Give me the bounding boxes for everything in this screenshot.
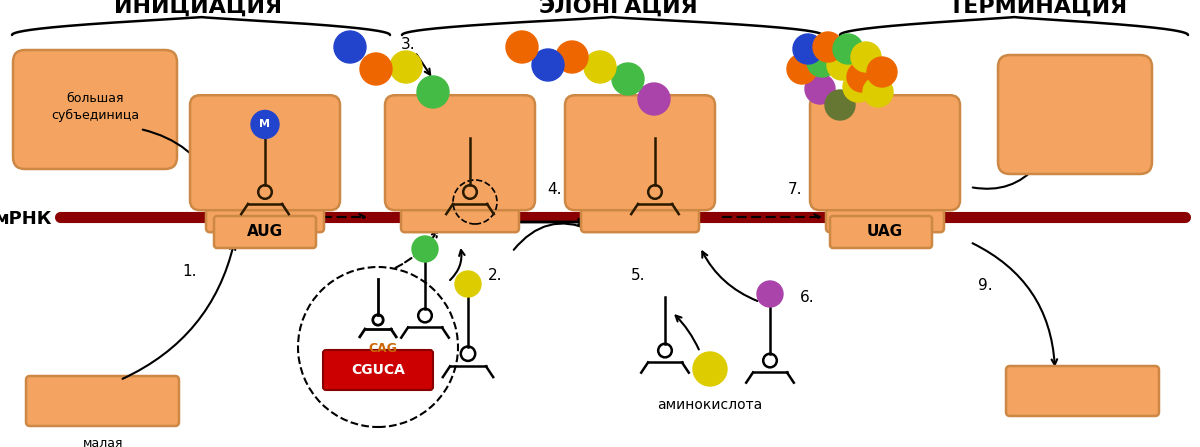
Circle shape — [787, 54, 817, 84]
Circle shape — [842, 72, 874, 102]
FancyBboxPatch shape — [826, 196, 944, 232]
FancyBboxPatch shape — [1006, 366, 1159, 416]
Circle shape — [757, 281, 784, 307]
FancyBboxPatch shape — [190, 95, 340, 210]
Circle shape — [360, 53, 392, 85]
Circle shape — [827, 50, 857, 80]
Circle shape — [814, 32, 842, 62]
FancyBboxPatch shape — [565, 95, 715, 210]
Circle shape — [851, 42, 881, 72]
Text: 3.: 3. — [401, 37, 415, 52]
FancyBboxPatch shape — [214, 216, 316, 248]
FancyBboxPatch shape — [323, 350, 433, 390]
Circle shape — [793, 34, 823, 64]
Circle shape — [808, 47, 838, 77]
Circle shape — [638, 83, 670, 115]
Text: малая
субъединица: малая субъединица — [59, 437, 148, 447]
FancyBboxPatch shape — [26, 376, 179, 426]
Text: тРНК: тРНК — [648, 220, 682, 233]
FancyBboxPatch shape — [206, 196, 324, 232]
Circle shape — [455, 271, 481, 297]
Circle shape — [412, 236, 438, 262]
Circle shape — [390, 51, 422, 83]
Circle shape — [833, 34, 863, 64]
Text: 5.: 5. — [631, 267, 646, 283]
Circle shape — [532, 49, 564, 81]
Circle shape — [556, 41, 588, 73]
Text: 7.: 7. — [787, 181, 803, 197]
Text: большая
субъединица: большая субъединица — [50, 93, 139, 122]
Circle shape — [506, 31, 538, 63]
FancyBboxPatch shape — [998, 55, 1152, 174]
Text: UAG: UAG — [866, 224, 904, 240]
Text: AUG: AUG — [247, 224, 283, 240]
Circle shape — [334, 31, 366, 63]
Text: 4.: 4. — [547, 181, 562, 197]
Text: ЭЛОНГАЦИЯ: ЭЛОНГАЦИЯ — [538, 0, 698, 17]
FancyBboxPatch shape — [13, 50, 178, 169]
Circle shape — [863, 77, 893, 107]
FancyBboxPatch shape — [401, 196, 520, 232]
Text: 1.: 1. — [182, 265, 197, 279]
Circle shape — [826, 90, 854, 120]
Text: M: M — [259, 119, 270, 130]
Text: ТЕРМИНАЦИЯ: ТЕРМИНАЦИЯ — [948, 0, 1128, 17]
FancyBboxPatch shape — [385, 95, 535, 210]
Text: 8.: 8. — [887, 97, 901, 113]
Text: мРНК: мРНК — [0, 210, 52, 228]
Text: 6.: 6. — [800, 290, 815, 304]
Text: аминокислота: аминокислота — [658, 398, 763, 412]
Circle shape — [418, 76, 449, 108]
Circle shape — [251, 110, 278, 139]
Text: ИНИЦИАЦИЯ: ИНИЦИАЦИЯ — [114, 0, 282, 17]
Circle shape — [847, 62, 877, 92]
Circle shape — [584, 51, 616, 83]
FancyBboxPatch shape — [830, 216, 932, 248]
Text: CAG: CAG — [368, 342, 397, 355]
Text: 9.: 9. — [978, 278, 992, 292]
FancyBboxPatch shape — [581, 196, 698, 232]
Circle shape — [866, 57, 898, 87]
FancyBboxPatch shape — [810, 95, 960, 210]
Text: CGUCA: CGUCA — [352, 363, 404, 377]
Circle shape — [805, 74, 835, 104]
Circle shape — [694, 352, 727, 386]
Circle shape — [612, 63, 644, 95]
Text: 2.: 2. — [488, 267, 503, 283]
